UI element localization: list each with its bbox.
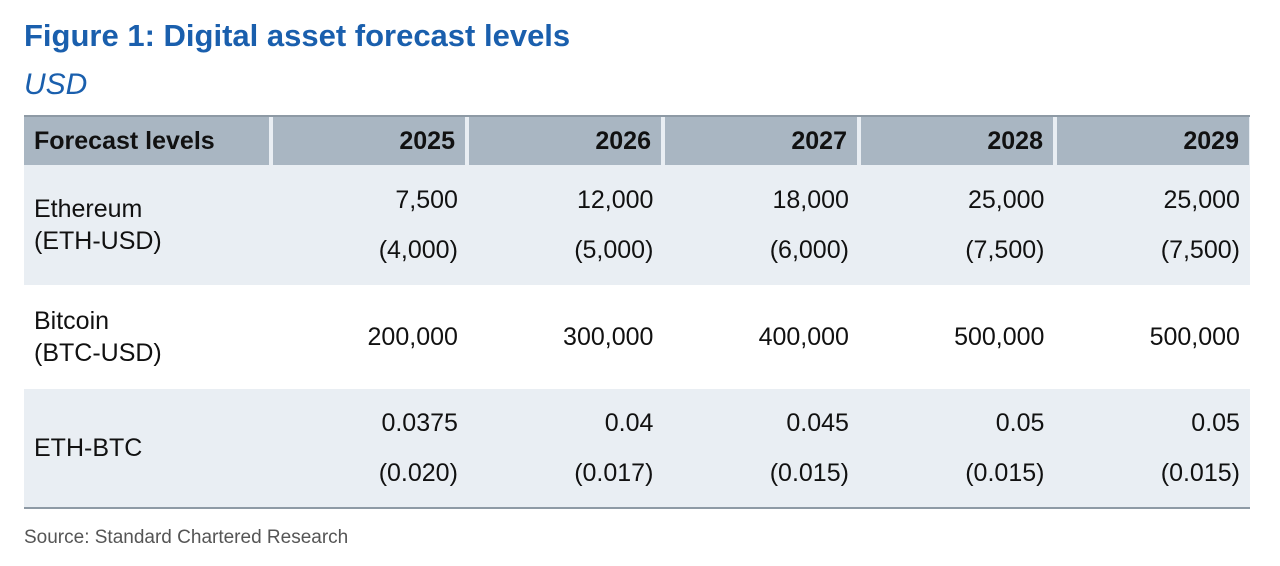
cell-secondary-value: (7,500) [1160, 236, 1240, 264]
column-header: 2025 [273, 117, 465, 165]
row-label-line: Ethereum [34, 195, 143, 223]
table-header-row: Forecast levels 2025 2026 2027 2028 2029 [24, 117, 1250, 165]
cell-value: 25,000 [1163, 186, 1240, 214]
row-label-line: (ETH-USD) [34, 227, 162, 255]
table-row-bitcoin: Bitcoin (BTC-USD) 200,000 300,000 400,00… [24, 285, 1250, 389]
cell-value: 7,500 [395, 186, 458, 214]
column-header: Forecast levels [24, 117, 269, 165]
table-cell: 300,000 [468, 285, 664, 389]
column-header: 2029 [1057, 117, 1249, 165]
cell-secondary-value: (4,000) [378, 236, 458, 264]
row-label-line: Bitcoin [34, 307, 110, 335]
chart-title: Figure 1: Digital asset forecast levels [24, 18, 571, 53]
source-note: Source: Standard Chartered Research [24, 527, 349, 548]
cell-secondary-value: (0.017) [574, 459, 654, 487]
cell-value: 12,000 [576, 186, 654, 214]
table-row-ethereum: Ethereum (ETH-USD) 7,500 (4,000) 12,000 (5… [24, 165, 1250, 285]
row-label-line: (BTC-USD) [34, 339, 162, 367]
cell-secondary-value: (0.015) [965, 459, 1045, 487]
cell-value: 0.05 [1191, 409, 1240, 437]
cell-secondary-value: (0.020) [378, 459, 458, 487]
table-cell: 500,000 [1054, 285, 1250, 389]
table-cell: 7,500 (4,000) [272, 165, 468, 285]
cell-secondary-value: (5,000) [574, 236, 654, 264]
cell-value: 18,000 [772, 186, 849, 214]
forecast-table: Forecast levels 2025 2026 2027 2028 2029… [24, 115, 1250, 509]
cell-value: 500,000 [954, 323, 1045, 351]
cell-secondary-value: (7,500) [965, 236, 1045, 264]
table-cell: 200,000 [272, 285, 468, 389]
cell-value: 0.04 [604, 409, 654, 437]
table-cell: 0.045 (0.015) [663, 389, 859, 507]
cell-value: 500,000 [1149, 323, 1240, 351]
column-header: 2027 [665, 117, 857, 165]
column-header: 2028 [861, 117, 1053, 165]
cell-value: 25,000 [967, 186, 1045, 214]
cell-secondary-value: (0.015) [769, 459, 849, 487]
table-cell: 18,000 (6,000) [663, 165, 859, 285]
cell-value: 200,000 [367, 323, 458, 351]
row-label-line: ETH-BTC [34, 434, 143, 462]
table-cell: 0.04 (0.017) [468, 389, 664, 507]
table-cell: 25,000 (7,500) [859, 165, 1055, 285]
cell-secondary-value: (0.015) [1160, 459, 1240, 487]
table-cell: 500,000 [859, 285, 1055, 389]
cell-value: 300,000 [563, 323, 654, 351]
table-cell: 25,000 (7,500) [1054, 165, 1250, 285]
column-header: 2026 [469, 117, 661, 165]
cell-value: 400,000 [758, 323, 849, 351]
table-cell: 0.05 (0.015) [1054, 389, 1250, 507]
cell-value: 0.05 [995, 409, 1045, 437]
table-cell: 0.05 (0.015) [859, 389, 1055, 507]
table-cell: 400,000 [663, 285, 859, 389]
cell-secondary-value: (6,000) [769, 236, 849, 264]
table-cell: 0.0375 (0.020) [272, 389, 468, 507]
table-cell: 12,000 (5,000) [468, 165, 664, 285]
table-row-eth-btc: ETH-BTC 0.0375 (0.020) 0.04 (0.017) 0.045 (… [24, 389, 1250, 507]
row-label: Ethereum (ETH-USD) [24, 165, 272, 285]
row-label: ETH-BTC [24, 389, 272, 507]
cell-value: 0.0375 [381, 409, 458, 437]
chart-subtitle: USD [24, 68, 88, 101]
cell-value: 0.045 [786, 409, 849, 437]
row-label: Bitcoin (BTC-USD) [24, 285, 272, 389]
